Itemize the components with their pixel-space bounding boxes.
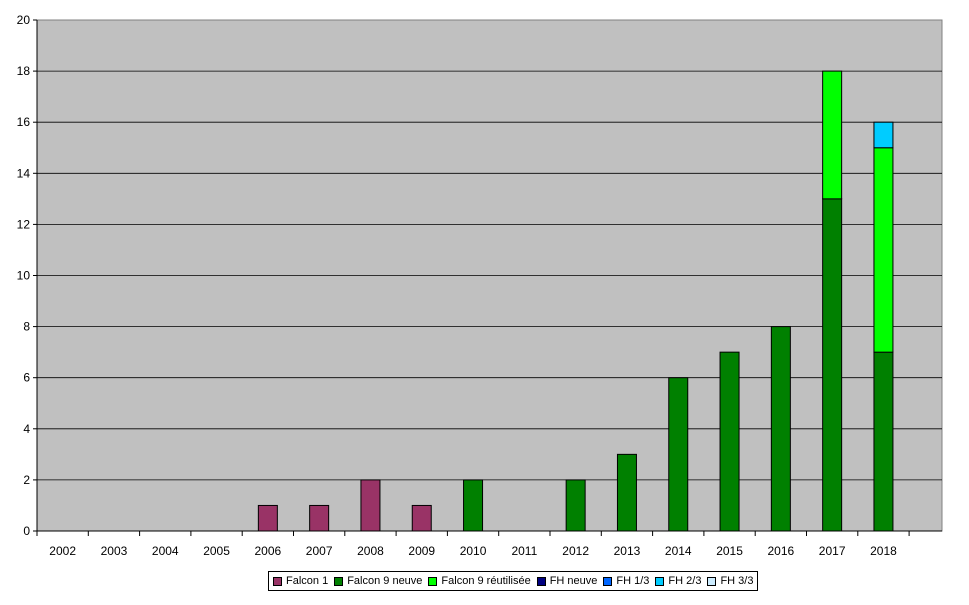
legend-swatch	[428, 576, 438, 586]
legend-item: Falcon 9 neuve	[334, 575, 422, 587]
bar-2009-series-0	[411, 504, 432, 532]
x-tick-label: 2003	[101, 544, 128, 558]
y-tick-label: 10	[17, 269, 31, 283]
legend-label: FH neuve	[549, 575, 598, 587]
legend-swatch	[603, 576, 613, 586]
legend: Falcon 1 Falcon 9 neuve Falcon 9 réutilisé…	[268, 571, 759, 591]
legend-swatch	[536, 576, 546, 586]
legend-swatch	[273, 576, 282, 586]
x-tick-label: 2011	[511, 544, 537, 558]
legend-label: Falcon 1	[286, 575, 329, 587]
axes: 0 2 4 6 8 10 12 14 16 18 20 2002 2003 2004 2005 2006 200…	[17, 13, 942, 558]
legend-swatch	[334, 576, 344, 586]
legend-swatch	[655, 576, 665, 586]
legend-label: Falcon 9 neuve	[347, 575, 423, 587]
bar-2008-series-0	[360, 479, 381, 532]
bar-2015-series-1	[719, 351, 740, 532]
legend-item: FH 2/3	[655, 575, 701, 587]
bar-2012-series-1	[565, 479, 586, 532]
legend-item: FH neuve	[536, 575, 598, 587]
y-tick-label: 0	[23, 524, 30, 538]
bar-2007-series-0	[309, 504, 330, 532]
x-tick-label: 2002	[49, 544, 76, 558]
bar-2013-series-1	[616, 453, 637, 532]
y-tick-label: 18	[17, 64, 31, 78]
bar-2018-series-2	[873, 147, 894, 353]
legend-label: Falcon 9 réutilisée	[441, 575, 531, 587]
x-tick-label: 2005	[203, 544, 230, 558]
legend-item: Falcon 9 réutilisée	[428, 575, 531, 587]
legend-item: Falcon 1	[273, 575, 328, 587]
legend-item: FH 3/3	[707, 575, 753, 587]
bar-2016-series-1	[770, 326, 791, 532]
x-tick-label: 2016	[767, 544, 794, 558]
x-tick-label: 2015	[716, 544, 743, 558]
x-tick-label: 2012	[562, 544, 589, 558]
bars	[257, 70, 894, 532]
x-tick-label: 2008	[357, 544, 384, 558]
y-tick-label: 6	[23, 371, 30, 385]
x-tick-label: 2018	[870, 544, 897, 558]
legend-label: FH 3/3	[720, 575, 754, 587]
x-tick-label: 2013	[614, 544, 641, 558]
bar-2018-series-1	[873, 351, 894, 532]
bar-2017-series-2	[822, 70, 843, 200]
x-tick-label: 2004	[152, 544, 179, 558]
y-tick-label: 14	[17, 166, 31, 180]
legend-swatch	[707, 576, 717, 586]
legend-item: FH 1/3	[603, 575, 649, 587]
x-tick-label: 2017	[819, 544, 846, 558]
legend-label: FH 1/3	[616, 575, 650, 587]
y-tick-label: 2	[23, 473, 30, 487]
gridlines	[37, 70, 942, 481]
bar-2017-series-1	[822, 198, 843, 532]
y-tick-label: 12	[17, 217, 31, 231]
y-tick-label: 8	[23, 320, 30, 334]
x-tick-label: 2014	[665, 544, 692, 558]
bar-2010-series-1	[463, 479, 484, 532]
bar-2014-series-1	[668, 377, 689, 532]
bar-2018-series-5	[873, 121, 894, 149]
x-tick-label: 2009	[408, 544, 435, 558]
x-tick-label: 2007	[306, 544, 333, 558]
x-tick-label: 2010	[460, 544, 487, 558]
bar-2006-series-0	[257, 504, 278, 532]
y-tick-label: 16	[17, 115, 31, 129]
legend-label: FH 2/3	[668, 575, 702, 587]
y-tick-label: 4	[23, 422, 30, 436]
x-tick-label: 2006	[254, 544, 281, 558]
y-tick-label: 20	[17, 13, 31, 27]
